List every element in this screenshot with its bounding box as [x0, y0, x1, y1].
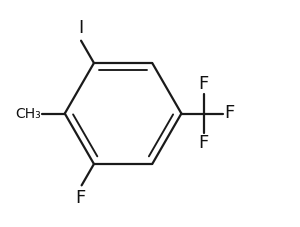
Text: F: F — [224, 104, 234, 123]
Text: F: F — [199, 75, 209, 93]
Text: CH₃: CH₃ — [16, 106, 41, 121]
Text: F: F — [199, 134, 209, 152]
Text: I: I — [78, 19, 84, 37]
Text: F: F — [75, 189, 85, 207]
